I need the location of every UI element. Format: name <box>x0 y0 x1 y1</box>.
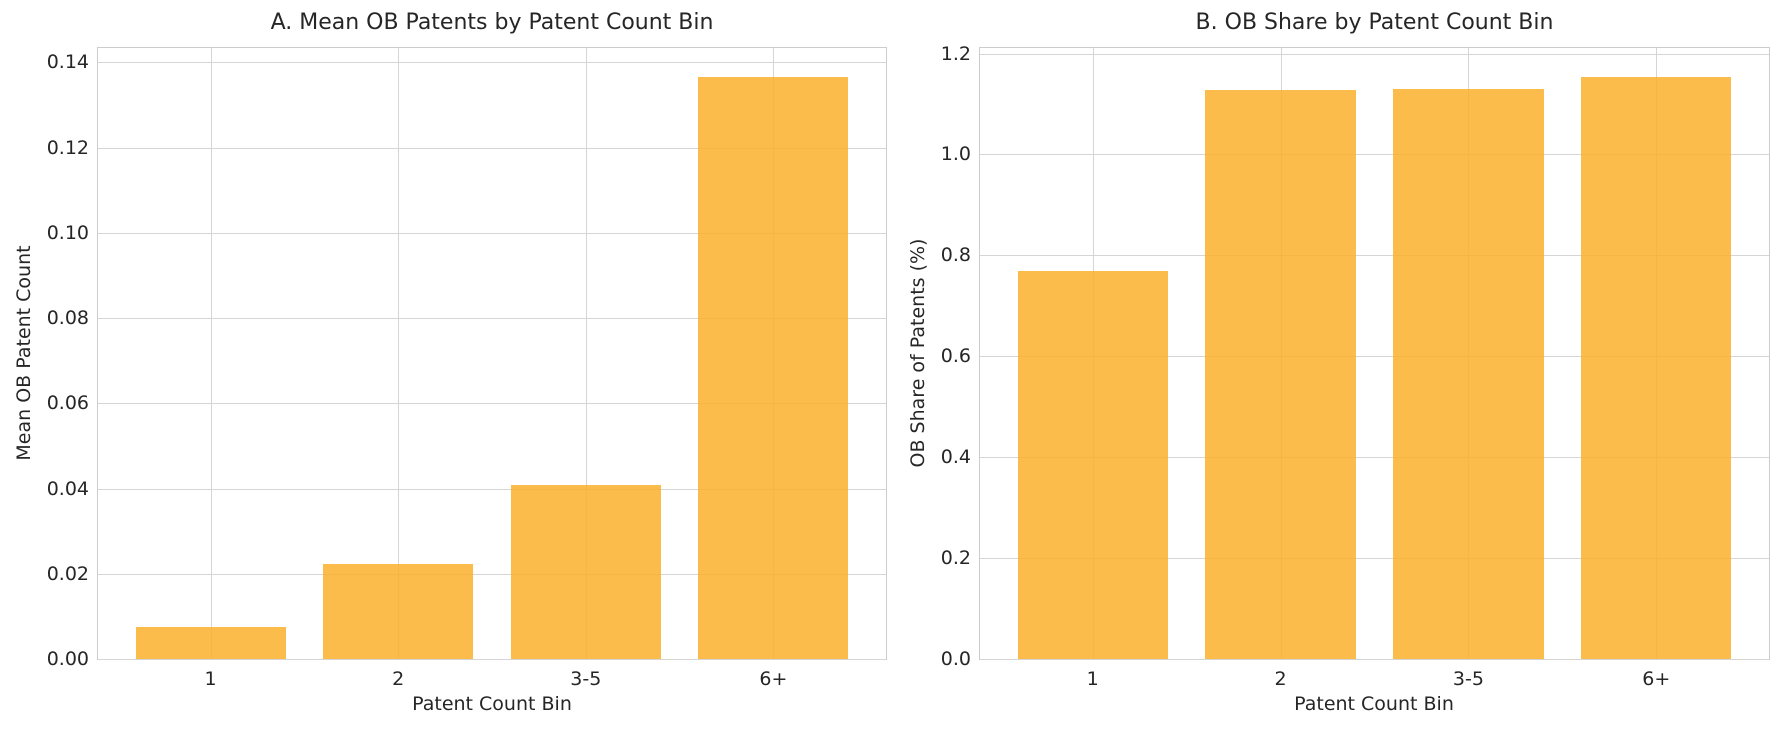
gridline-vertical <box>585 48 587 659</box>
x-tick-label: 6+ <box>1642 668 1671 690</box>
gridline-horizontal <box>980 356 1769 358</box>
gridline-horizontal <box>980 457 1769 459</box>
y-tick-label: 0.4 <box>940 446 971 469</box>
gridline-vertical <box>398 48 400 659</box>
bar-6+ <box>1581 77 1732 659</box>
y-tick-label: 0.04 <box>46 477 89 500</box>
y-tick-label: 1.0 <box>940 143 971 166</box>
y-tick-label: 0.06 <box>46 392 89 415</box>
gridline-horizontal <box>98 659 886 660</box>
gridline-horizontal <box>980 558 1769 560</box>
y-tick-label: 1.2 <box>940 42 971 65</box>
bar-1 <box>1017 270 1168 659</box>
x-tick-label: 2 <box>392 668 405 690</box>
gridline-horizontal <box>98 488 886 490</box>
y-tick-label: 0.08 <box>46 307 89 330</box>
y-tick-label: 0.14 <box>46 51 89 74</box>
gridline-vertical <box>210 48 212 659</box>
gridline-horizontal <box>980 255 1769 257</box>
x-tick-label: 3-5 <box>570 668 602 690</box>
x-axis-label-a: Patent Count Bin <box>412 693 572 715</box>
y-tick-label: 0.0 <box>940 648 971 670</box>
gridline-horizontal <box>98 62 886 64</box>
y-tick-label: 0.6 <box>940 345 971 368</box>
bar-6+ <box>698 76 849 659</box>
gridline-horizontal <box>980 154 1769 156</box>
y-tick-label: 0.02 <box>46 562 89 585</box>
x-tick-label: 2 <box>1274 668 1287 690</box>
chart-title-b: B. OB Share by Patent Count Bin <box>1195 10 1554 35</box>
x-tick-label: 6+ <box>759 668 788 690</box>
x-tick-label: 1 <box>204 668 217 690</box>
gridline-horizontal <box>98 232 886 234</box>
gridline-horizontal <box>98 573 886 575</box>
bar-2 <box>1205 90 1356 659</box>
bar-2 <box>323 563 474 659</box>
x-tick-label: 3-5 <box>1452 668 1484 690</box>
gridline-horizontal <box>98 403 886 405</box>
bar-1 <box>135 627 286 659</box>
bar-3-5 <box>1393 89 1544 659</box>
gridline-horizontal <box>98 318 886 320</box>
y-tick-label: 0.00 <box>46 648 89 670</box>
y-tick-label: 0.2 <box>940 547 971 570</box>
y-tick-label: 0.10 <box>46 221 89 244</box>
gridline-horizontal <box>98 147 886 149</box>
plot-area-a <box>97 47 887 660</box>
chart-title-a: A. Mean OB Patents by Patent Count Bin <box>270 10 714 35</box>
y-tick-label: 0.8 <box>940 244 971 267</box>
gridline-horizontal <box>980 53 1769 55</box>
x-axis-label-b: Patent Count Bin <box>1294 693 1454 715</box>
y-axis-label-a: Mean OB Patent Count <box>13 245 35 461</box>
y-tick-label: 0.12 <box>46 136 89 159</box>
plot-area-b <box>979 47 1770 660</box>
x-tick-label: 1 <box>1086 668 1099 690</box>
bar-3-5 <box>510 485 661 659</box>
gridline-horizontal <box>980 659 1769 660</box>
